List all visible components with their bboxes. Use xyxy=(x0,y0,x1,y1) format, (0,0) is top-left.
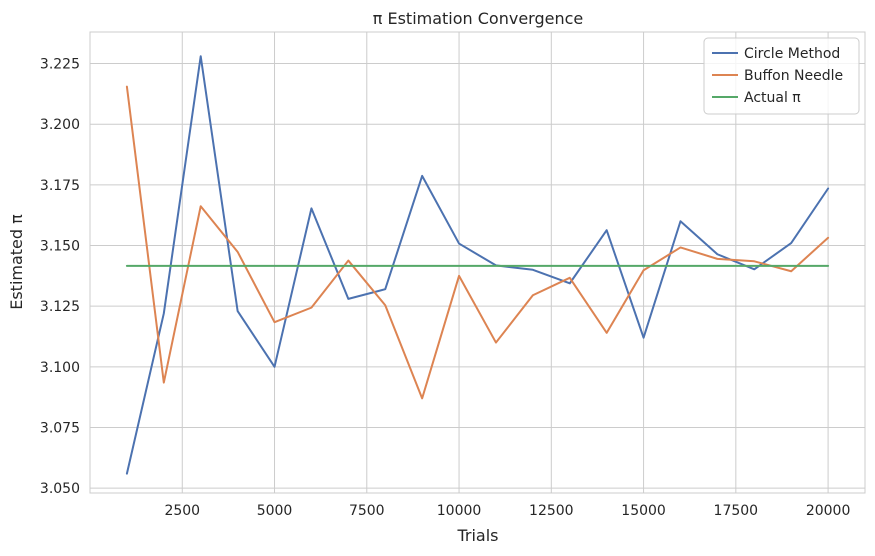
y-tick-label: 3.125 xyxy=(40,299,80,315)
x-tick-label: 2500 xyxy=(164,503,200,519)
y-tick-label: 3.050 xyxy=(40,481,80,497)
y-tick-label: 3.200 xyxy=(40,117,80,133)
y-axis: 3.050 3.075 3.100 3.125 3.150 3.175 3.200 3.225 xyxy=(40,57,80,498)
x-tick-label: 20000 xyxy=(806,503,851,519)
legend-box xyxy=(703,37,860,115)
x-tick-label: 12500 xyxy=(529,503,574,519)
series-layer xyxy=(125,55,830,475)
x-tick-label: 15000 xyxy=(621,503,666,519)
x-tick-label: 7500 xyxy=(349,503,385,519)
chart-title: π Estimation Convergence xyxy=(373,9,584,28)
x-axis: 2500 5000 7500 10000 12500 15000 17500 20000 xyxy=(164,503,850,519)
y-tick-label: 3.100 xyxy=(40,360,80,376)
x-tick-label: 17500 xyxy=(714,503,759,519)
legend-label-actual: Actual π xyxy=(744,90,801,106)
y-axis-title: Estimated π xyxy=(7,214,26,310)
x-tick-label: 5000 xyxy=(257,503,293,519)
legend-label-buffon-needle: Buffon Needle xyxy=(744,68,843,84)
x-tick-label: 10000 xyxy=(437,503,482,519)
x-axis-title: Trials xyxy=(456,526,498,545)
y-tick-label: 3.150 xyxy=(40,239,80,255)
y-tick-label: 3.225 xyxy=(40,57,80,73)
series-line-circle-method xyxy=(125,55,830,475)
y-tick-label: 3.175 xyxy=(40,178,80,194)
series-line-buffon-needle xyxy=(125,85,830,400)
legend-label-circle-method: Circle Method xyxy=(744,46,840,62)
y-tick-label: 3.075 xyxy=(40,420,80,436)
legend: Circle Method Buffon Needle Actual π xyxy=(703,37,860,115)
